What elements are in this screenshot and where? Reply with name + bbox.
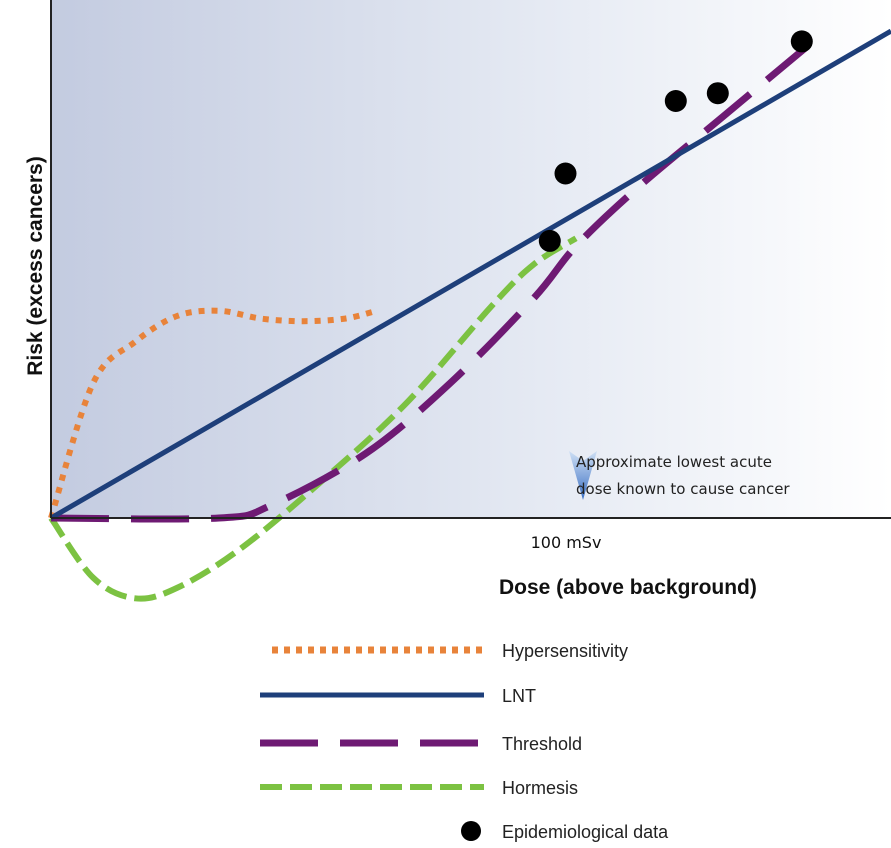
legend-item-hormesis: Hormesis bbox=[260, 778, 578, 798]
x-axis-label: Dose (above background) bbox=[499, 576, 757, 599]
series-line-lnt bbox=[49, 28, 891, 521]
data-point bbox=[706, 82, 729, 105]
plot-background bbox=[51, 0, 891, 518]
legend-item-lnt: LNT bbox=[260, 686, 536, 706]
points-layer bbox=[538, 30, 813, 252]
down-arrow-icon bbox=[569, 451, 597, 500]
legend: Hypersensitivity LNT Threshold Hormesis … bbox=[260, 641, 669, 842]
legend-label-hypersensitivity: Hypersensitivity bbox=[502, 641, 628, 661]
annotation-line-1: Approximate lowest acute bbox=[576, 453, 772, 471]
legend-label-epidemiological-data: Epidemiological data bbox=[502, 822, 669, 842]
legend-label-threshold: Threshold bbox=[502, 734, 582, 754]
legend-swatch-epidemiological-data bbox=[461, 821, 481, 841]
data-point bbox=[538, 229, 561, 252]
annotation-line-2: dose known to cause cancer bbox=[576, 480, 790, 498]
series-line-hormesis bbox=[48, 235, 578, 602]
x-tick-label: 100 mSv bbox=[531, 533, 602, 552]
series-layer bbox=[48, 28, 891, 602]
data-point bbox=[790, 30, 813, 53]
legend-item-threshold: Threshold bbox=[260, 734, 582, 754]
annotation: Approximate lowest acute dose known to c… bbox=[569, 451, 790, 500]
legend-label-lnt: LNT bbox=[502, 686, 536, 706]
legend-item-epidemiological-data: Epidemiological data bbox=[461, 821, 669, 842]
series-line-hypersensitivity bbox=[48, 307, 378, 519]
data-point bbox=[664, 90, 687, 112]
y-axis-label: Risk (excess cancers) bbox=[24, 156, 47, 376]
legend-label-hormesis: Hormesis bbox=[502, 778, 578, 798]
legend-item-hypersensitivity: Hypersensitivity bbox=[272, 641, 628, 661]
data-point bbox=[554, 162, 577, 185]
